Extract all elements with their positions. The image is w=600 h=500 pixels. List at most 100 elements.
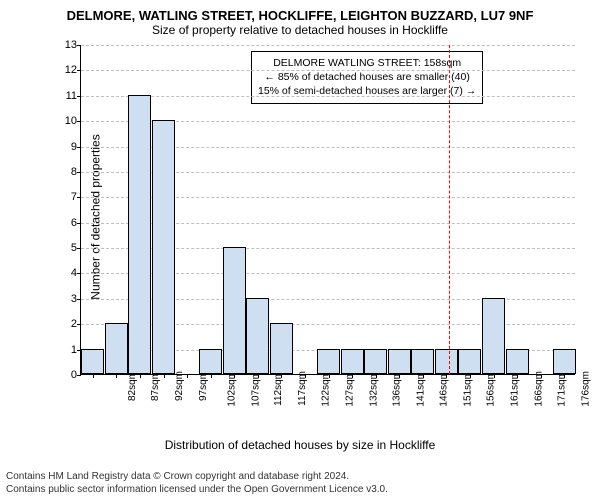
y-tick-mark (77, 70, 81, 71)
histogram-bar (553, 349, 576, 374)
x-tick-mark (470, 374, 471, 378)
y-tick-label: 4 (59, 267, 77, 279)
y-tick-label: 9 (59, 141, 77, 153)
y-tick-label: 5 (59, 242, 77, 254)
x-tick-mark (517, 374, 518, 378)
x-tick-label: 127sqm (345, 371, 356, 407)
gridline-h (81, 45, 575, 46)
y-tick-label: 0 (59, 369, 77, 381)
x-tick-label: 156sqm (486, 371, 497, 407)
x-tick-mark (281, 374, 282, 378)
histogram-bar (270, 323, 293, 374)
y-tick-mark (77, 273, 81, 274)
x-tick-label: 166sqm (533, 371, 544, 407)
y-tick-mark (77, 375, 81, 376)
footer-line1: Contains HM Land Registry data © Crown c… (6, 470, 388, 483)
x-tick-label: 112sqm (273, 371, 284, 406)
reference-line (449, 45, 450, 374)
x-tick-label: 87sqm (150, 371, 161, 401)
x-tick-mark (494, 374, 495, 378)
x-tick-mark (211, 374, 212, 378)
x-tick-label: 161sqm (510, 371, 521, 407)
x-tick-label: 146sqm (439, 371, 450, 407)
chart-title-sub: Size of property relative to detached ho… (0, 23, 600, 39)
x-tick-mark (258, 374, 259, 378)
x-tick-mark (164, 374, 165, 378)
footer-credits: Contains HM Land Registry data © Crown c… (6, 470, 388, 496)
x-tick-label: 151sqm (462, 371, 473, 407)
histogram-bar (506, 349, 529, 374)
y-tick-mark (77, 324, 81, 325)
histogram-bar (317, 349, 340, 374)
histogram-bar (388, 349, 411, 374)
y-tick-mark (77, 223, 81, 224)
histogram-bar (458, 349, 481, 374)
x-tick-mark (187, 374, 188, 378)
histogram-bar (152, 120, 175, 374)
y-tick-label: 7 (59, 191, 77, 203)
y-tick-label: 12 (59, 64, 77, 76)
histogram-bar (105, 323, 128, 374)
histogram-bar (246, 298, 269, 374)
x-tick-label: 132sqm (368, 371, 379, 407)
histogram-bar (364, 349, 387, 374)
y-tick-mark (77, 299, 81, 300)
histogram-bar (435, 349, 458, 374)
x-tick-label: 102sqm (227, 371, 238, 407)
x-tick-label: 92sqm (174, 371, 185, 401)
x-tick-label: 107sqm (250, 371, 261, 407)
histogram-bar (411, 349, 434, 374)
x-tick-mark (93, 374, 94, 378)
y-tick-label: 11 (59, 90, 77, 102)
y-tick-label: 10 (59, 115, 77, 127)
x-tick-label: 122sqm (321, 371, 332, 407)
y-tick-label: 3 (59, 293, 77, 305)
chart-title-main: DELMORE, WATLING STREET, HOCKLIFFE, LEIG… (0, 0, 600, 23)
x-tick-label: 136sqm (392, 371, 403, 407)
x-tick-mark (399, 374, 400, 378)
x-tick-mark (140, 374, 141, 378)
x-tick-mark (329, 374, 330, 378)
gridline-h (81, 70, 575, 71)
x-tick-mark (446, 374, 447, 378)
y-tick-label: 13 (59, 39, 77, 51)
y-tick-mark (77, 147, 81, 148)
y-tick-label: 1 (59, 344, 77, 356)
x-tick-mark (305, 374, 306, 378)
y-tick-label: 6 (59, 217, 77, 229)
annotation-line2: ← 85% of detached houses are smaller (40… (258, 70, 476, 84)
x-tick-mark (116, 374, 117, 378)
y-tick-label: 8 (59, 166, 77, 178)
y-tick-mark (77, 121, 81, 122)
histogram-bar (128, 95, 151, 374)
x-tick-mark (541, 374, 542, 378)
histogram-bar (482, 298, 505, 374)
plot-region: DELMORE WATLING STREET: 158sqm ← 85% of … (80, 45, 575, 375)
y-tick-label: 2 (59, 318, 77, 330)
x-axis-label: Distribution of detached houses by size … (0, 438, 600, 452)
footer-line2: Contains public sector information licen… (6, 483, 388, 496)
chart-area: Number of detached properties DELMORE WA… (55, 45, 575, 400)
gridline-h (81, 96, 575, 97)
y-tick-mark (77, 197, 81, 198)
annotation-line1: DELMORE WATLING STREET: 158sqm (258, 56, 476, 70)
histogram-bar (223, 247, 246, 374)
histogram-bar (341, 349, 364, 374)
histogram-bar (199, 349, 222, 374)
x-tick-label: 141sqm (415, 371, 426, 407)
x-tick-label: 97sqm (198, 371, 209, 401)
x-tick-mark (352, 374, 353, 378)
x-tick-label: 82sqm (127, 371, 138, 401)
x-tick-mark (234, 374, 235, 378)
histogram-bar (81, 349, 104, 374)
y-tick-mark (77, 96, 81, 97)
x-tick-mark (564, 374, 565, 378)
x-tick-mark (376, 374, 377, 378)
y-tick-mark (77, 172, 81, 173)
x-tick-label: 117sqm (297, 371, 308, 406)
y-tick-mark (77, 45, 81, 46)
x-tick-mark (423, 374, 424, 378)
x-tick-label: 176sqm (580, 371, 591, 407)
x-tick-label: 171sqm (557, 371, 568, 407)
y-tick-mark (77, 248, 81, 249)
